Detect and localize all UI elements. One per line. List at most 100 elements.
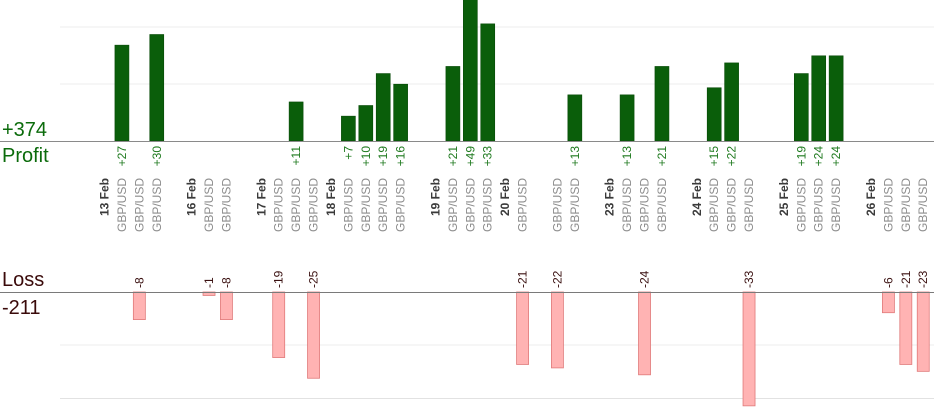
profit-bar [393,83,408,142]
profit-value-label: +7 [341,146,355,160]
loss-value-label: -21 [899,270,913,288]
day-label: 18 Feb [324,178,338,216]
loss-bar [551,291,564,369]
profit-bar [706,87,722,142]
symbol-label: GBP/USD [916,178,930,232]
day-label: 17 Feb [254,178,268,216]
profit-total: +374 [2,119,48,141]
day-label: 24 Feb [690,178,704,216]
loss-value-label: -25 [307,270,321,288]
symbol-label: GBP/USD [725,178,739,232]
profit-value-label: +24 [829,146,843,167]
symbol-label: GBP/USD [341,178,355,232]
symbol-label: GBP/USD [655,178,669,232]
loss-value-label: -23 [916,270,930,288]
profit-value-label: +15 [707,146,721,167]
profit-bar [619,94,635,142]
loss-label: Loss [2,269,45,291]
symbol-label: GBP/USD [881,178,895,232]
profit-value-label: +16 [394,146,408,167]
symbol-label: GBP/USD [899,178,913,232]
loss-bar [307,291,320,379]
symbol-label: GBP/USD [638,178,652,232]
profit-bar [375,73,391,142]
symbol-label: GBP/USD [219,178,233,232]
loss-value-label: -8 [132,277,146,288]
profit-value-label: +11 [289,146,303,166]
loss-value-label: -22 [550,270,564,288]
symbol-label: GBP/USD [132,178,146,232]
symbol-label: GBP/USD [150,178,164,232]
day-label: 20 Feb [498,178,512,216]
symbol-label: GBP/USD [115,178,129,232]
symbol-label: GBP/USD [359,178,373,232]
symbol-label: GBP/USD [742,178,756,232]
profit-value-label: +33 [481,146,495,167]
loss-bar [638,291,651,376]
profit-bar [724,62,739,142]
symbol-label: GBP/USD [516,178,530,232]
loss-value-label: -19 [272,270,286,288]
symbol-label: GBP/USD [550,178,564,232]
profit-value-label: +19 [794,146,808,167]
day-label: 16 Feb [185,178,199,216]
day-label: 23 Feb [603,178,617,216]
profit-value-label: +10 [359,146,373,167]
symbol-label: GBP/USD [446,178,460,232]
symbol-label: GBP/USD [568,178,582,232]
day-label: 13 Feb [98,178,112,216]
symbol-label: GBP/USD [272,178,286,232]
loss-value-label: -21 [516,270,530,288]
profit-value-label: +22 [725,146,739,167]
profit-value-label: +21 [446,146,460,167]
loss-value-label: -33 [742,270,756,288]
profit-bar [480,23,496,142]
profit-value-label: +13 [568,146,582,167]
day-label: 26 Feb [864,178,878,216]
profit-bar [463,0,478,142]
symbol-label: GBP/USD [202,178,216,232]
profit-bar [149,34,165,142]
loss-bar [132,291,146,321]
profit-bar [654,66,670,142]
profit-bar [793,73,809,142]
symbol-label: GBP/USD [376,178,390,232]
profit-value-label: +49 [463,146,477,167]
profit-label: Profit [2,145,49,167]
loss-value-label: -8 [219,277,233,288]
loss-bar [882,291,895,314]
profit-value-label: +21 [655,146,669,167]
profit-value-label: +27 [115,146,129,167]
loss-total: -211 [2,297,41,319]
symbol-label: GBP/USD [829,178,843,232]
profit-bar [811,55,827,142]
symbol-label: GBP/USD [394,178,408,232]
symbol-label: GBP/USD [794,178,808,232]
profit-value-label: +19 [376,146,390,167]
loss-bar [272,291,286,358]
symbol-label: GBP/USD [707,178,721,232]
profit-bar [567,94,583,142]
profit-bar [341,115,356,142]
loss-bar [899,291,913,365]
profit-value-label: +13 [620,146,634,167]
loss-bar [916,291,930,372]
symbol-label: GBP/USD [812,178,826,232]
profit-bar [114,44,130,142]
profit-value-label: +30 [150,146,164,167]
profit-value-label: +24 [812,146,826,167]
loss-value-label: -1 [202,277,216,288]
day-label: 19 Feb [428,178,442,216]
profit-bar [358,105,374,142]
day-label: 25 Feb [777,178,791,216]
loss-bar [742,291,756,407]
symbol-label: GBP/USD [481,178,495,232]
loss-value-label: -6 [881,277,895,288]
loss-bar [516,291,529,365]
profit-bar [288,101,304,142]
symbol-label: GBP/USD [289,178,303,232]
symbol-label: GBP/USD [307,178,321,232]
loss-bar [220,291,233,321]
symbol-label: GBP/USD [620,178,634,232]
